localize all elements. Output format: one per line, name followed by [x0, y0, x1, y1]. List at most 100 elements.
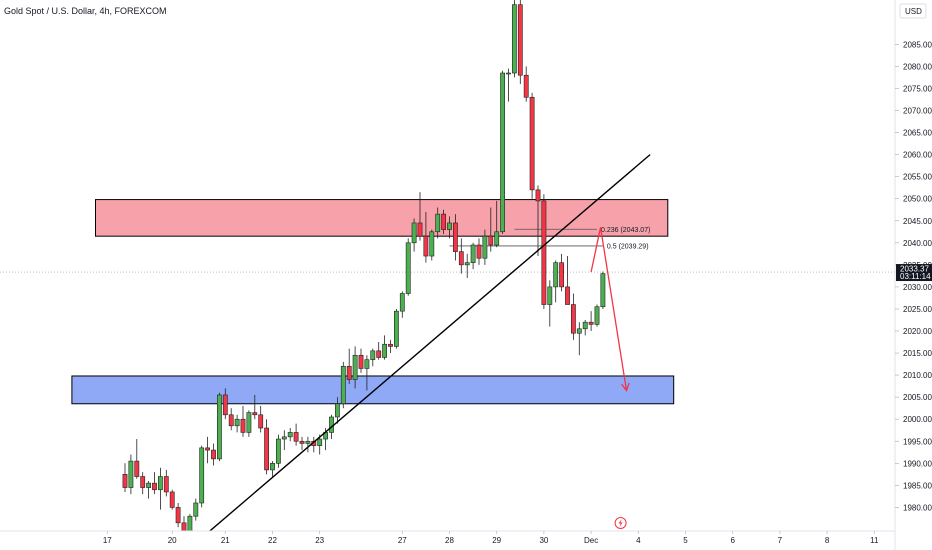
bear-candle — [523, 74, 529, 98]
time-tick-label: 4 — [636, 536, 641, 545]
bear-candle — [252, 412, 258, 416]
bear-candle — [388, 343, 393, 347]
bull-candle — [193, 502, 199, 517]
time-tick-label: 6 — [730, 536, 735, 545]
trendline — [208, 154, 651, 531]
bear-candle — [423, 235, 429, 257]
bear-candle — [541, 200, 547, 305]
bull-candle — [464, 262, 470, 266]
bull-candle — [594, 306, 600, 325]
bull-candle — [352, 354, 358, 380]
bull-candle — [199, 447, 205, 504]
bear-candle — [240, 418, 246, 433]
bear-candle — [163, 476, 169, 493]
bear-candle — [346, 365, 352, 380]
time-tick-label: 20 — [168, 536, 177, 545]
time-tick-label: Dec — [584, 536, 598, 545]
bear-candle — [134, 460, 140, 477]
bull-candle — [158, 476, 163, 491]
bull-candle — [234, 418, 240, 427]
bear-candle — [222, 394, 228, 416]
bull-candle — [305, 440, 311, 444]
bear-candle — [175, 507, 181, 524]
bull-candle — [364, 359, 370, 369]
price-tick-label: 1985.00 — [903, 481, 932, 490]
price-tick-label: 2015.00 — [903, 349, 932, 358]
current-price-badge — [896, 264, 932, 282]
bull-candle — [317, 438, 323, 446]
time-tick-label: 11 — [870, 536, 879, 545]
bull-candle — [270, 462, 275, 471]
bear-candle — [122, 474, 128, 488]
bear-candle — [293, 432, 299, 442]
fib-level-label: 0.236 (2043.07) — [601, 227, 650, 234]
time-tick-label: 30 — [539, 536, 548, 545]
current-price-value: 2033.37 — [900, 265, 929, 274]
fib-level-label: 0.5 (2039.29) — [607, 243, 649, 250]
bull-candle — [187, 515, 193, 531]
bear-candle — [458, 251, 464, 266]
bull-candle — [600, 273, 606, 308]
bull-candle — [340, 365, 346, 405]
price-tick-label: 2055.00 — [903, 173, 932, 182]
bull-candle — [370, 350, 376, 360]
bull-candle — [334, 403, 340, 418]
bull-candle — [447, 222, 452, 230]
bear-candle — [570, 304, 576, 334]
bear-candle — [535, 189, 541, 202]
bull-candle — [470, 244, 476, 263]
plot-layer: 0.236 (2043.07) 0.5 (2039.29) — [0, 0, 895, 531]
price-tick-label: 2040.00 — [903, 239, 932, 248]
price-tick-label: 2070.00 — [903, 107, 932, 116]
bull-candle — [128, 460, 134, 488]
bear-candle — [299, 440, 305, 444]
bull-candle — [576, 328, 582, 334]
price-tick-label: 1990.00 — [903, 459, 932, 468]
bull-candle — [553, 262, 559, 288]
bear-candle — [152, 482, 157, 491]
bull-candle — [435, 213, 441, 233]
time-tick-label: 28 — [445, 536, 454, 545]
time-tick-label: 7 — [778, 536, 783, 545]
projection-arrow-head — [621, 382, 630, 392]
demand-zone — [71, 375, 675, 405]
bull-candle — [393, 310, 399, 347]
bull-candle — [511, 4, 517, 74]
bear-candle — [264, 427, 269, 471]
bear-candle — [588, 321, 594, 325]
currency-label: USD — [905, 7, 922, 16]
bull-candle — [217, 394, 222, 460]
bear-candle — [517, 4, 523, 76]
time-tick-label: 29 — [492, 536, 501, 545]
bull-candle — [494, 231, 500, 246]
price-tick-label: 2005.00 — [903, 393, 932, 402]
bull-candle — [275, 438, 281, 464]
bear-candle — [441, 213, 446, 230]
bull-candle — [500, 72, 505, 233]
bull-candle — [506, 72, 511, 75]
bull-candle — [246, 412, 252, 433]
time-tick-label: 21 — [221, 536, 230, 545]
bull-candle — [482, 235, 488, 259]
time-tick-label: 8 — [825, 536, 830, 545]
bull-candle — [281, 436, 287, 440]
bear-candle — [376, 350, 382, 358]
price-tick-label: 2030.00 — [903, 283, 932, 292]
bear-candle — [529, 96, 535, 191]
bear-candle — [258, 414, 264, 429]
bear-candle — [476, 244, 482, 259]
bull-candle — [329, 416, 334, 433]
bear-candle — [140, 476, 146, 488]
price-tick-label: 2045.00 — [903, 217, 932, 226]
countdown-timer: 03:11:14 — [900, 272, 931, 281]
bull-candle — [382, 343, 387, 358]
price-tick-label: 2065.00 — [903, 129, 932, 138]
bear-candle — [211, 449, 216, 460]
price-tick-label: 1995.00 — [903, 437, 932, 446]
bear-candle — [488, 235, 494, 246]
currency-badge — [899, 3, 927, 19]
time-tick-label: 27 — [398, 536, 407, 545]
price-tick-label: 2085.00 — [903, 40, 932, 49]
price-tick-label: 2080.00 — [903, 62, 932, 71]
